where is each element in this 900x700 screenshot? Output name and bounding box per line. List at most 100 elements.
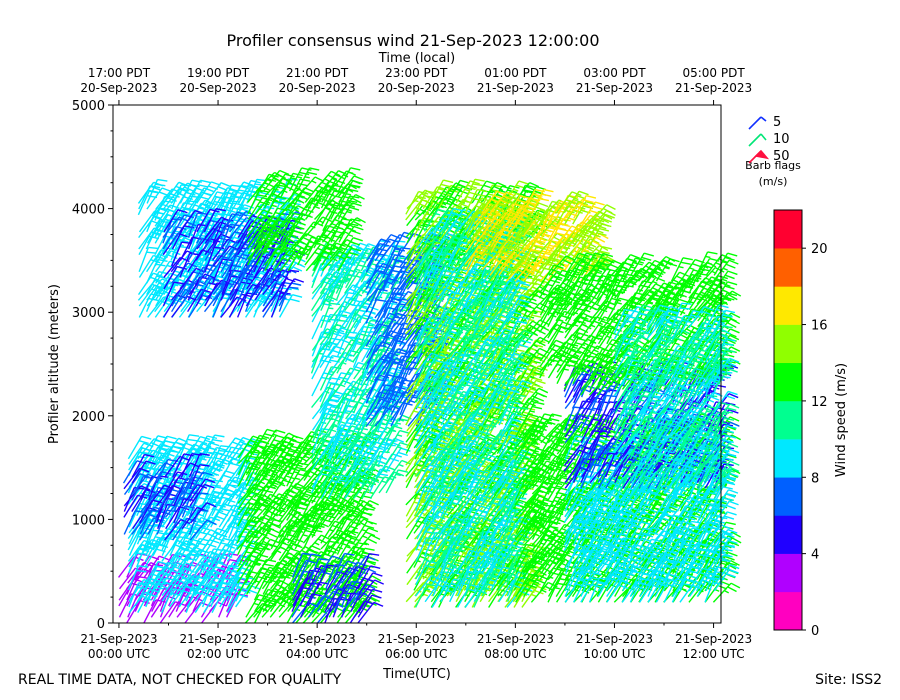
barb-flag bbox=[367, 538, 378, 544]
barb-flag bbox=[362, 404, 368, 408]
barb-flag bbox=[165, 594, 176, 600]
barb-staff bbox=[154, 242, 169, 267]
barb-flag bbox=[289, 490, 295, 494]
barb-flag bbox=[184, 561, 195, 567]
barb-flag bbox=[222, 474, 233, 479]
barb-flag bbox=[198, 492, 209, 495]
barb-staff bbox=[117, 556, 135, 578]
barb-flag bbox=[261, 568, 267, 571]
barb-flag bbox=[359, 499, 365, 503]
barb-flag bbox=[234, 476, 245, 481]
barb-staff bbox=[159, 601, 176, 624]
wind-barb bbox=[175, 561, 202, 584]
barb-staff bbox=[219, 489, 237, 511]
barb-flag bbox=[157, 178, 168, 182]
barb-flag bbox=[174, 543, 185, 549]
barb-flag bbox=[199, 464, 210, 467]
barb-flag bbox=[235, 437, 245, 443]
barb-flag bbox=[138, 440, 149, 445]
barb-staff bbox=[128, 447, 143, 471]
barb-flag bbox=[364, 547, 375, 551]
barb-flag bbox=[344, 539, 350, 542]
barb-flag bbox=[176, 561, 187, 567]
wind-barb bbox=[210, 544, 236, 568]
barb-staff bbox=[118, 567, 136, 590]
barb-flag bbox=[327, 404, 338, 407]
barb-flag bbox=[398, 463, 404, 467]
barb-flag bbox=[368, 324, 374, 327]
barb-flag bbox=[228, 450, 239, 455]
barb-flag bbox=[302, 534, 308, 537]
barb-flag bbox=[232, 441, 242, 447]
chart-title: Profiler consensus wind 21-Sep-2023 12:0… bbox=[227, 31, 600, 50]
barb-flag bbox=[140, 583, 151, 588]
barb-flag bbox=[168, 568, 179, 574]
barb-flag bbox=[330, 302, 341, 306]
barb-flag bbox=[230, 565, 241, 570]
barb-flag bbox=[154, 536, 166, 540]
barb-flag bbox=[361, 528, 367, 532]
barb-flag bbox=[216, 446, 227, 451]
wind-barb bbox=[178, 434, 200, 460]
barb-flag bbox=[166, 435, 177, 440]
barb-flag bbox=[200, 179, 211, 184]
wind-barb bbox=[127, 565, 149, 591]
wind-barb bbox=[185, 549, 209, 574]
barb-flag bbox=[213, 451, 224, 456]
barb-flag bbox=[158, 487, 169, 490]
barb-flag bbox=[141, 595, 152, 601]
barb-flag bbox=[137, 535, 149, 539]
barb-flag bbox=[362, 535, 368, 539]
barb-flag bbox=[225, 544, 236, 549]
barb-flag bbox=[221, 496, 232, 501]
barb-flag bbox=[371, 575, 382, 582]
barb-flag bbox=[222, 548, 233, 554]
barb-flag bbox=[221, 565, 232, 570]
wind-barb bbox=[218, 561, 243, 585]
barb-staff bbox=[160, 579, 178, 601]
barb-staff bbox=[126, 568, 144, 590]
barb-flag bbox=[362, 512, 373, 516]
barb-staff bbox=[126, 576, 139, 601]
barb-flag bbox=[289, 547, 300, 553]
barb-flag bbox=[259, 434, 270, 439]
barb-flag bbox=[261, 437, 268, 441]
barb-flag bbox=[397, 446, 403, 450]
barb-flag bbox=[155, 513, 166, 518]
barb-flag bbox=[303, 494, 309, 498]
barb-staff bbox=[134, 578, 151, 601]
barb-staff bbox=[225, 588, 241, 612]
barb-flag bbox=[362, 427, 369, 431]
barb-flag bbox=[214, 463, 225, 469]
wind-barb bbox=[153, 435, 177, 460]
wind-barb bbox=[152, 568, 179, 591]
barb-flag bbox=[370, 534, 381, 541]
barb-flag bbox=[245, 551, 252, 554]
barb-flag bbox=[220, 507, 231, 512]
barb-flag bbox=[232, 561, 243, 566]
barb-flag bbox=[275, 429, 286, 434]
barb-flag bbox=[138, 582, 149, 585]
barb-flag bbox=[245, 194, 257, 198]
wind-barb bbox=[202, 446, 227, 471]
barb-flag bbox=[224, 492, 235, 498]
barb-flag bbox=[196, 553, 207, 558]
barb-flag bbox=[372, 572, 383, 577]
barb-flag bbox=[141, 435, 152, 440]
barb-flag bbox=[341, 327, 352, 332]
barb-flag bbox=[199, 561, 210, 567]
barb-flag bbox=[293, 435, 304, 440]
barb-flag bbox=[209, 590, 220, 595]
barb-flag bbox=[214, 434, 225, 438]
barb-flag bbox=[171, 462, 182, 466]
barb-flag bbox=[293, 471, 299, 474]
barb-flag bbox=[294, 477, 301, 481]
y-axis-label: Profiler altitude (meters) bbox=[47, 284, 62, 444]
barb-flag bbox=[224, 577, 235, 582]
barb-flag bbox=[240, 589, 251, 594]
barb-flag bbox=[182, 583, 193, 589]
barb-flag bbox=[314, 541, 320, 546]
barb-flag bbox=[221, 582, 232, 587]
barb-flag bbox=[293, 537, 304, 543]
